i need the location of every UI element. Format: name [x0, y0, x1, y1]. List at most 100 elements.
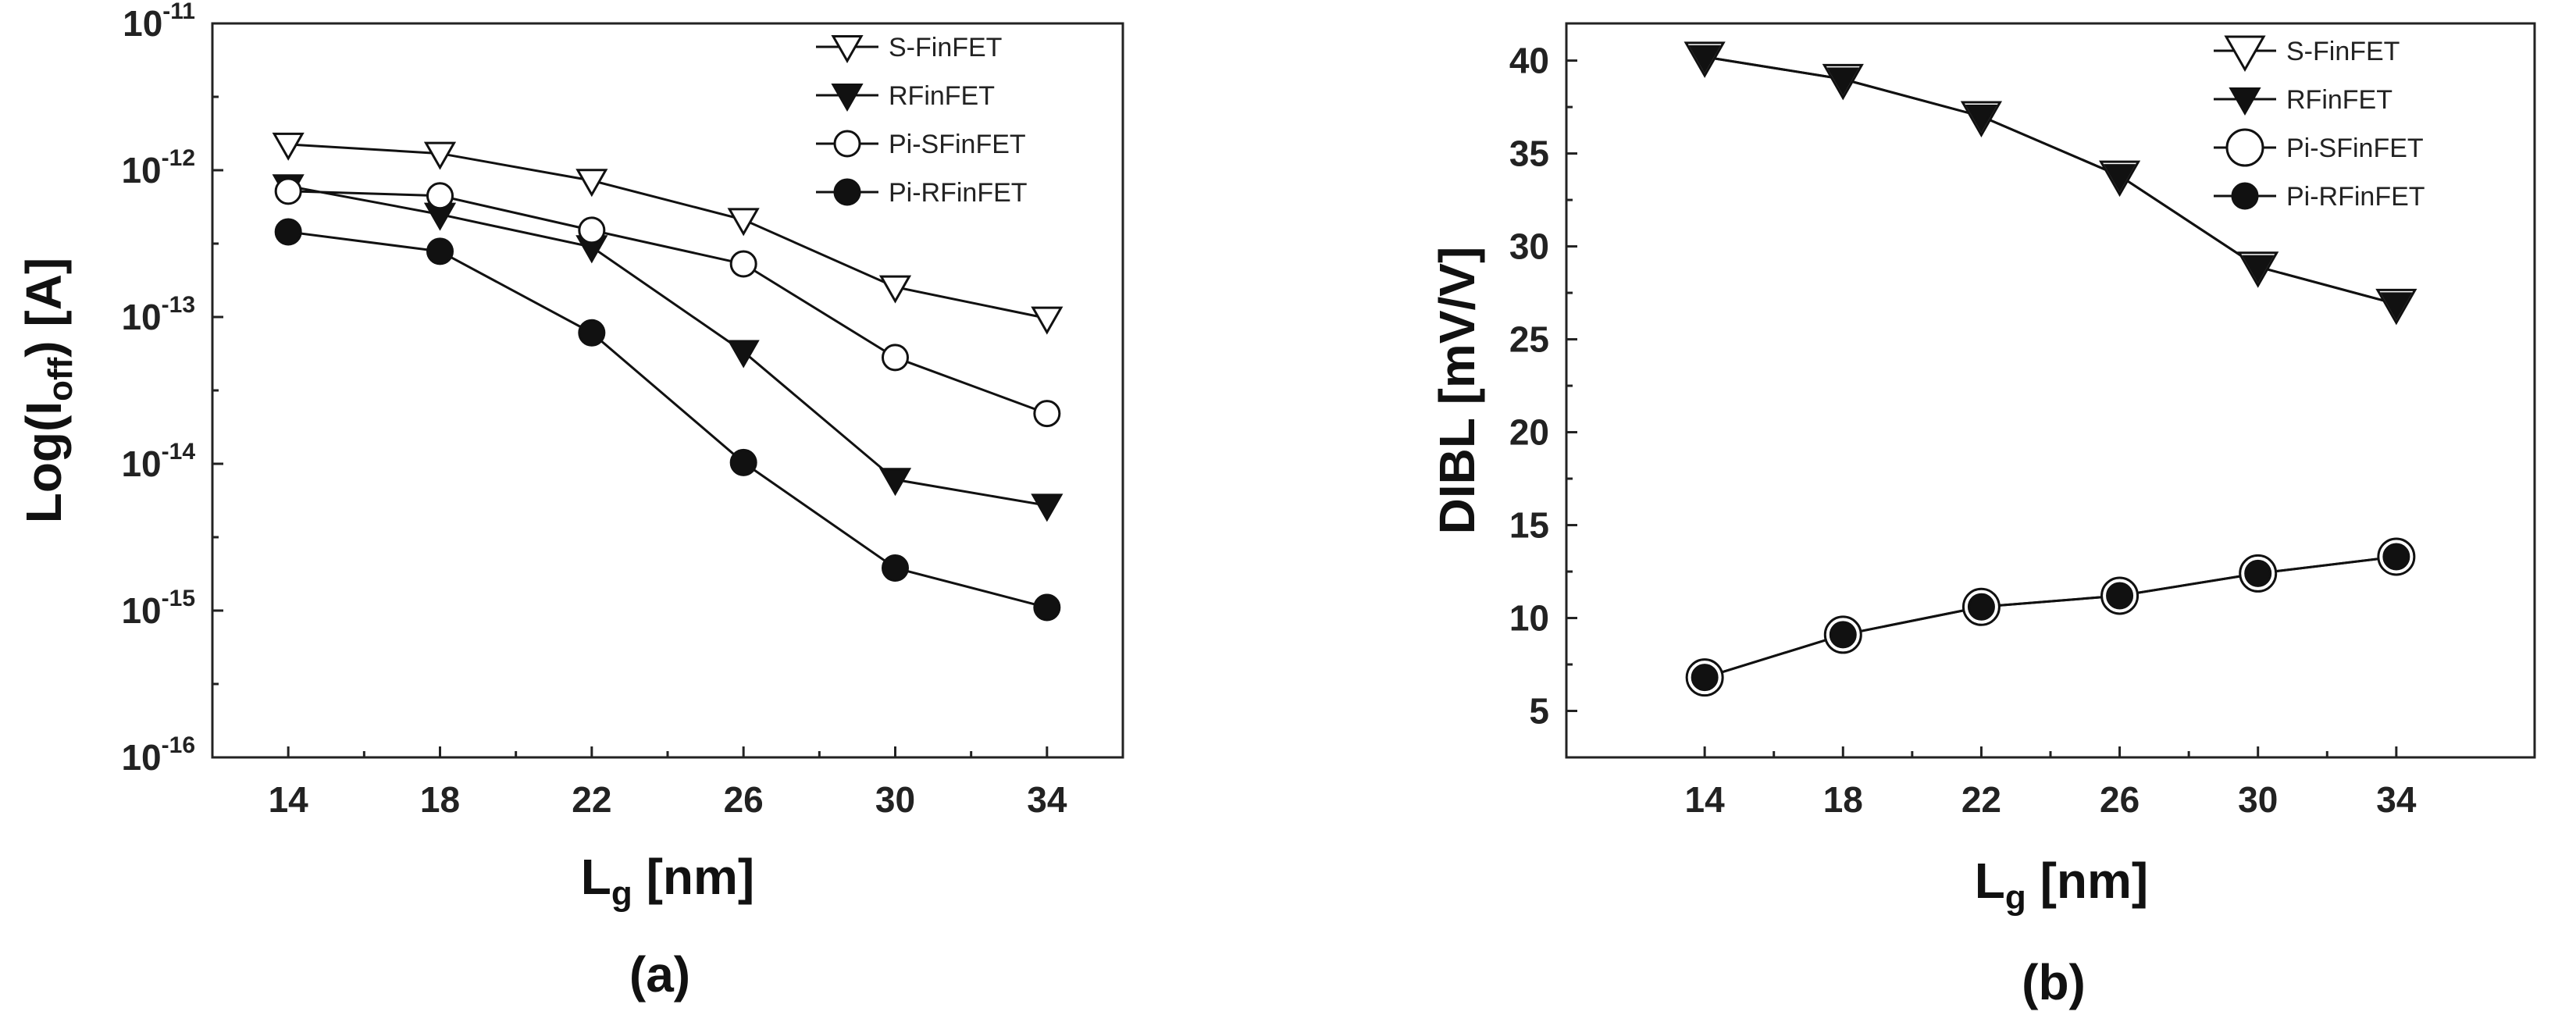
chart-a-series-line-rfinfet — [287, 184, 1048, 507]
chart-b-x-axis-label: Lg [nm] — [1975, 853, 2148, 917]
chart-b-y-tick-label: 15 — [1509, 505, 1549, 546]
chart-b-series-line-pi-sfinfet — [1704, 555, 2397, 679]
chart-b-point-pi-rfinfet — [2382, 543, 2410, 571]
chart-a-y-tick-label: 10-16 — [121, 732, 195, 778]
chart-a-point-rfinfet — [727, 340, 760, 369]
chart-b-y-tick-label: 5 — [1529, 691, 1549, 732]
chart-a-point-s-finfet — [575, 169, 608, 198]
chart-b-point-pi-rfinfet — [1829, 621, 1857, 649]
chart-b-point-rfinfet — [1965, 104, 1998, 134]
chart-a-panel-label: (a) — [629, 946, 690, 1003]
chart-a-point-pi-sfinfet — [1033, 400, 1061, 428]
chart-a-legend-marker-s-finfet — [831, 35, 864, 64]
chart-b-y-tick-label: 35 — [1509, 134, 1549, 174]
chart-b-legend-marker-pi-sfinfet — [2225, 128, 2264, 167]
chart-a-point-s-finfet — [1031, 306, 1064, 335]
chart-a-point-pi-rfinfet — [274, 218, 302, 246]
chart-a-legend: S-FinFET RFinFET Pi-SFinFET Pi-RFinFET — [816, 33, 1028, 208]
chart-a: 14 18 22 26 30 34 10-1610-1510-1410-1310-1210… — [16, 0, 1124, 1003]
chart-a-point-pi-sfinfet — [274, 177, 302, 205]
chart-b-x-tick-label: 14 — [1685, 779, 1726, 820]
chart-a-x-tick-label: 34 — [1027, 779, 1067, 820]
chart-b-legend-label-pi-sfinfet: Pi-SFinFET — [2286, 134, 2424, 163]
chart-b-point-rfinfet — [1688, 45, 1721, 73]
chart-a-point-s-finfet — [423, 141, 457, 170]
chart-b-legend-label-rfinfet: RFinFET — [2286, 85, 2393, 115]
chart-a-point-pi-rfinfet — [426, 237, 454, 265]
chart-a-x-tick-labels: 14 18 22 26 30 34 — [269, 779, 1067, 820]
chart-a-series-line-pi-sfinfet — [288, 190, 1048, 415]
chart-a-x-tick-label: 18 — [420, 779, 460, 820]
chart-b-point-rfinfet — [1826, 67, 1859, 96]
chart-b-point-pi-rfinfet — [2244, 559, 2272, 587]
chart-a-point-pi-sfinfet — [729, 250, 757, 278]
chart-b-x-tick-label: 30 — [2238, 779, 2278, 820]
chart-b-point-pi-rfinfet — [2106, 582, 2134, 610]
chart-b-y-tick-label: 20 — [1509, 412, 1549, 453]
chart-b-legend-marker-pi-rfinfet — [2231, 182, 2259, 210]
chart-a-y-tick-label: 10-15 — [121, 586, 195, 631]
chart-b-y-tick-label: 25 — [1509, 319, 1549, 360]
chart-a-point-s-finfet — [727, 208, 760, 237]
chart-b-point-rfinfet — [2242, 255, 2275, 283]
chart-a-y-tick-label: 10-11 — [123, 0, 195, 44]
chart-b-legend-marker-rfinfet — [2229, 87, 2261, 116]
chart-b-x-tick-labels: 14 18 22 26 30 34 — [1685, 779, 2417, 820]
chart-b-x-tick-label: 34 — [2376, 779, 2417, 820]
chart-a-point-s-finfet — [272, 132, 305, 161]
chart-a-legend-marker-pi-rfinfet — [833, 178, 861, 206]
chart-b-y-axis-label: DIBL [mV/V] — [1429, 247, 1485, 535]
chart-b-point-pi-rfinfet — [1967, 593, 1995, 621]
chart-b-legend-marker-s-finfet — [2224, 35, 2266, 73]
chart-b-x-tick-label: 26 — [2100, 779, 2140, 820]
chart-b-series — [1683, 41, 2417, 697]
chart-b-point-rfinfet — [2103, 164, 2136, 193]
chart-b-series-line-rfinfet — [1704, 55, 2397, 305]
chart-a-legend-label-rfinfet: RFinFET — [889, 81, 995, 111]
chart-b-point-rfinfet — [2380, 292, 2413, 321]
chart-a-point-pi-rfinfet — [729, 448, 757, 476]
chart-a-y-tick-label: 10-12 — [121, 145, 195, 191]
chart-a-point-rfinfet — [1031, 493, 1064, 522]
chart-b-legend-label-pi-rfinfet: Pi-RFinFET — [2286, 182, 2425, 212]
chart-b-series-line-pi-rfinfet — [1704, 555, 2397, 679]
chart-a-legend-label-pi-sfinfet: Pi-SFinFET — [889, 130, 1026, 159]
chart-b-ticks — [1566, 59, 2398, 757]
chart-a-x-tick-label: 30 — [875, 779, 915, 820]
chart-a-point-pi-rfinfet — [882, 554, 909, 582]
chart-b: 14 18 22 26 30 34 5 10 15 20 25 30 35 40 S-FinFET RFi… — [1429, 22, 2536, 1010]
chart-a-series-line-s-finfet — [288, 143, 1048, 320]
chart-a-point-rfinfet — [878, 468, 912, 497]
chart-b-y-tick-labels: 5 10 15 20 25 30 35 40 — [1509, 41, 1549, 732]
chart-a-series — [272, 132, 1064, 622]
chart-b-y-tick-label: 40 — [1509, 41, 1549, 81]
chart-a-point-pi-rfinfet — [1033, 593, 1061, 622]
chart-b-y-tick-label: 30 — [1509, 226, 1549, 267]
chart-a-x-tick-label: 14 — [269, 779, 309, 820]
chart-a-legend-label-s-finfet: S-FinFET — [889, 33, 1002, 62]
chart-a-point-pi-sfinfet — [578, 216, 606, 244]
chart-b-legend-label-s-finfet: S-FinFET — [2286, 37, 2400, 66]
chart-a-ticks — [212, 22, 1049, 759]
chart-a-y-tick-label: 10-13 — [121, 292, 195, 337]
chart-a-legend-marker-pi-sfinfet — [833, 130, 861, 158]
chart-b-y-tick-label: 10 — [1509, 598, 1549, 639]
chart-a-y-axis-label: Log(Ioff) [A] — [16, 258, 80, 524]
chart-a-point-pi-sfinfet — [426, 182, 454, 210]
chart-a-legend-marker-rfinfet — [831, 84, 864, 112]
chart-a-series-line-pi-rfinfet — [287, 230, 1048, 609]
chart-a-point-pi-rfinfet — [578, 319, 606, 347]
chart-a-point-s-finfet — [878, 275, 912, 304]
chart-a-x-tick-label: 26 — [724, 779, 764, 820]
chart-b-x-tick-label: 22 — [1961, 779, 2001, 820]
chart-a-point-pi-sfinfet — [882, 344, 909, 372]
chart-b-x-tick-label: 18 — [1823, 779, 1863, 820]
chart-a-y-tick-labels: 10-16 10-15 10-14 10-13 10-12 10-11 — [121, 0, 195, 778]
chart-a-legend-label-pi-rfinfet: Pi-RFinFET — [889, 178, 1028, 208]
chart-b-legend: S-FinFET RFinFET Pi-SFinFET Pi-RFinFET — [2214, 35, 2425, 212]
chart-a-x-axis-label: Lg [nm] — [581, 849, 754, 913]
chart-b-panel-label: (b) — [2022, 954, 2086, 1010]
chart-a-x-tick-label: 22 — [572, 779, 611, 820]
chart-a-y-tick-label: 10-14 — [121, 439, 195, 484]
